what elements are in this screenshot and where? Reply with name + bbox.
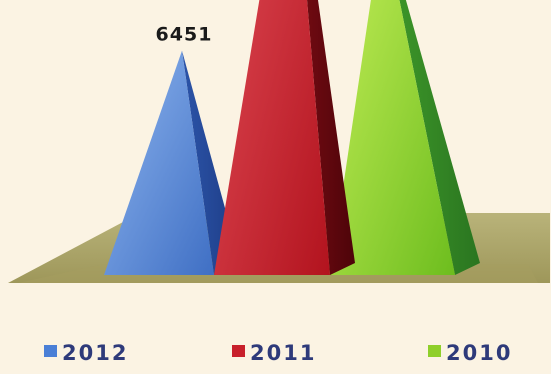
legend-label-2010: 2010 xyxy=(446,341,512,365)
value-label-2012: 6451 xyxy=(156,24,213,46)
chart-legend: 2012 2011 2010 xyxy=(44,341,512,365)
pyramid-face-side-2011 xyxy=(307,0,355,275)
pyramid-face-front-2012 xyxy=(104,50,214,275)
pyramid-marks xyxy=(104,0,480,275)
pyramid-2010 xyxy=(330,0,480,275)
legend-label-2012: 2012 xyxy=(62,341,128,365)
pyramid-face-side-2010 xyxy=(399,0,480,275)
legend-swatch-2011 xyxy=(232,345,245,357)
value-labels: 645167657028 xyxy=(156,24,213,46)
legend-label-2011: 2011 xyxy=(250,341,316,365)
pyramid-face-front-2011 xyxy=(214,0,330,275)
legend-swatch-2012 xyxy=(44,345,57,357)
legend-swatch-2010 xyxy=(428,345,441,357)
pyramid-face-front-2010 xyxy=(330,0,455,275)
pyramid-2011 xyxy=(214,0,355,275)
